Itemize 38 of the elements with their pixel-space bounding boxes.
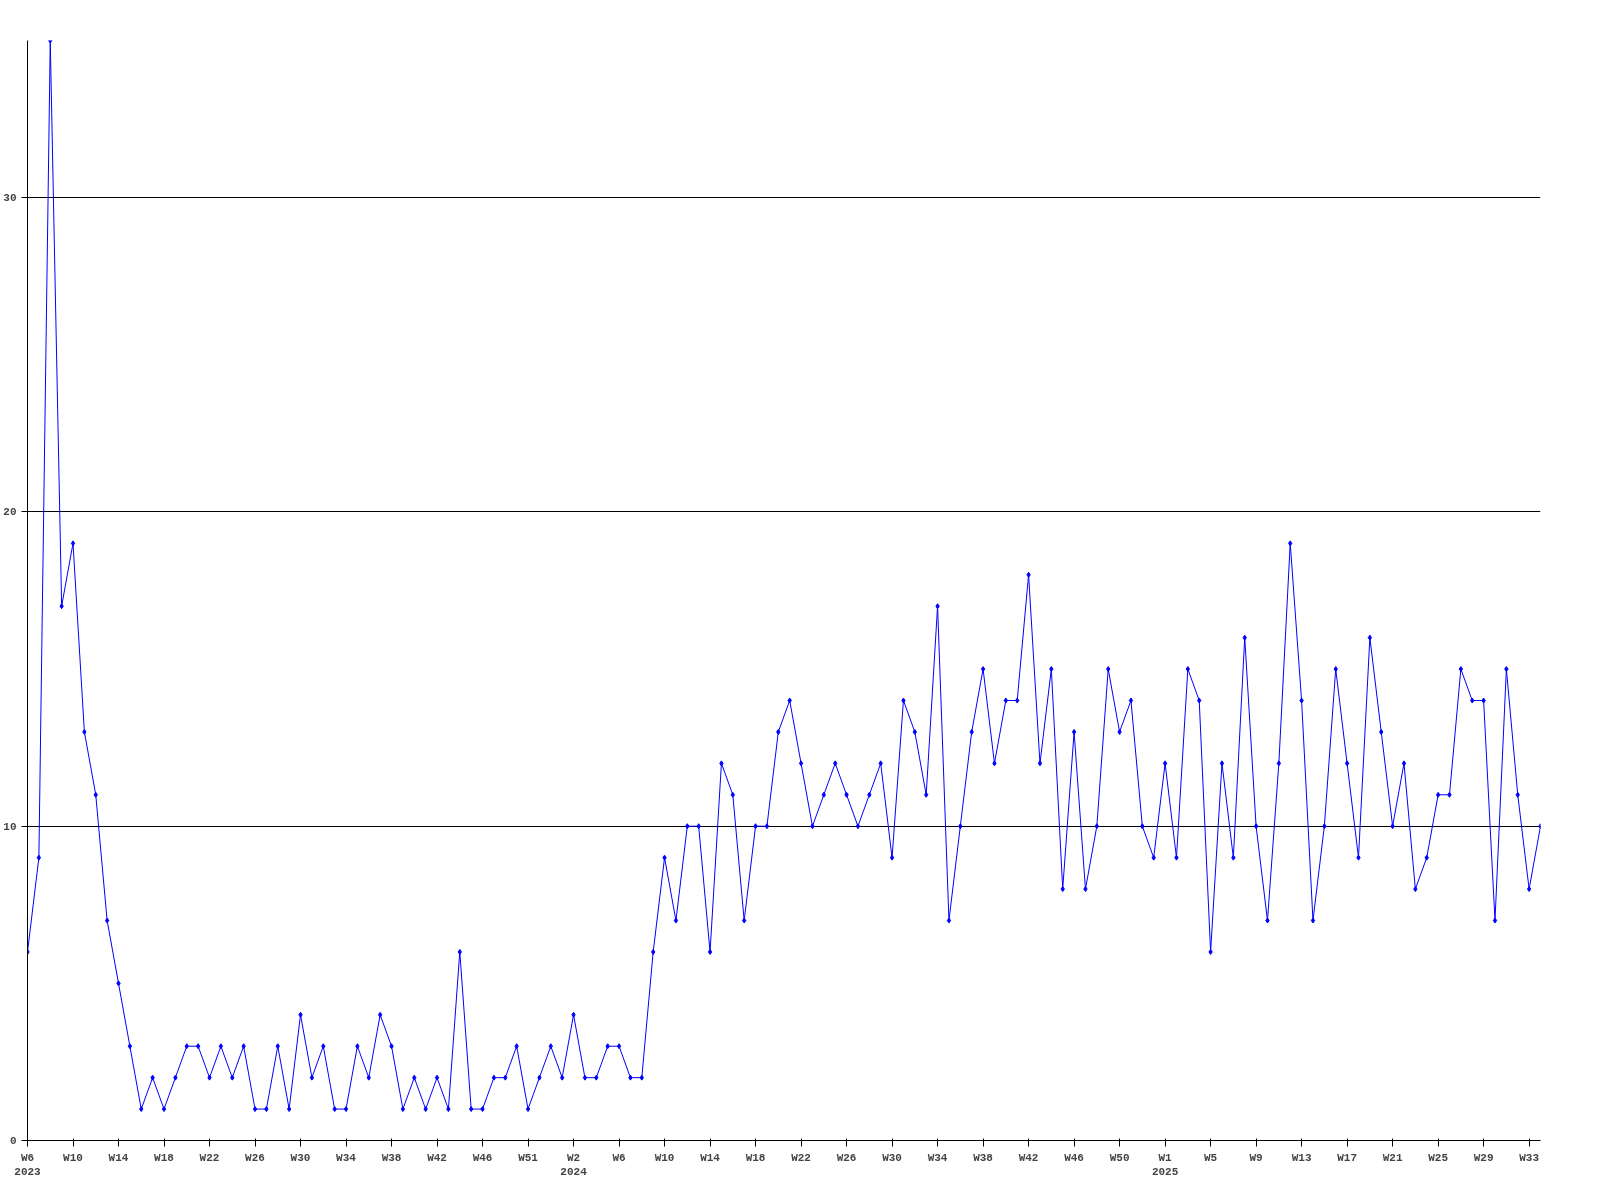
x-tick-label: W22 [791,1151,811,1164]
x-tick-label: W42 [427,1151,447,1164]
x-tick-label: W29 [1473,1151,1494,1164]
x-tick-label: W6 [612,1151,626,1164]
y-tick-label: 20 [3,506,17,519]
y-tick-label: 10 [3,820,17,833]
x-tick-label: W5 [1204,1151,1218,1164]
x-tick-label: W26 [836,1151,857,1164]
x-tick-label: W46 [1064,1151,1084,1164]
x-tick-label: W51 [518,1151,539,1164]
x-tick-label: W17 [1337,1151,1358,1164]
x-tick-label: W30 [290,1151,311,1164]
x-tick-label: W10 [63,1151,83,1164]
x-tick-label: W14 [108,1151,129,1164]
x-tick-label: W1 2025 [1151,1151,1179,1178]
x-tick-label: W26 [245,1151,265,1164]
x-tick-label: W46 [472,1151,493,1164]
x-tick-label: W10 [654,1151,675,1164]
x-tick-label: W21 [1382,1151,1403,1164]
x-tick-label: W14 [700,1151,721,1164]
x-tick-label: W22 [199,1151,220,1164]
x-tick-label: W33 [1519,1151,1540,1164]
y-tick-label: 30 [3,192,17,205]
x-tick-label: W34 [927,1151,948,1164]
x-tick-label: W30 [882,1151,902,1164]
x-tick-label: W18 [745,1151,766,1164]
x-tick-label: W50 [1109,1151,1130,1164]
x-tick-label: W25 [1428,1151,1449,1164]
x-tick-label: W42 [1018,1151,1039,1164]
x-tick-label: W13 [1291,1151,1312,1164]
x-tick-label: W38 [973,1151,994,1164]
x-tick-label: W9 [1249,1151,1263,1164]
y-tick-label: 0 [9,1135,17,1147]
x-tick-label: W34 [336,1151,357,1164]
x-tick-label: W38 [381,1151,402,1164]
x-tick-label: W2 2024 [560,1151,588,1178]
x-tick-label: W18 [154,1151,175,1164]
x-tick-label: W6 2023 [14,1151,42,1178]
